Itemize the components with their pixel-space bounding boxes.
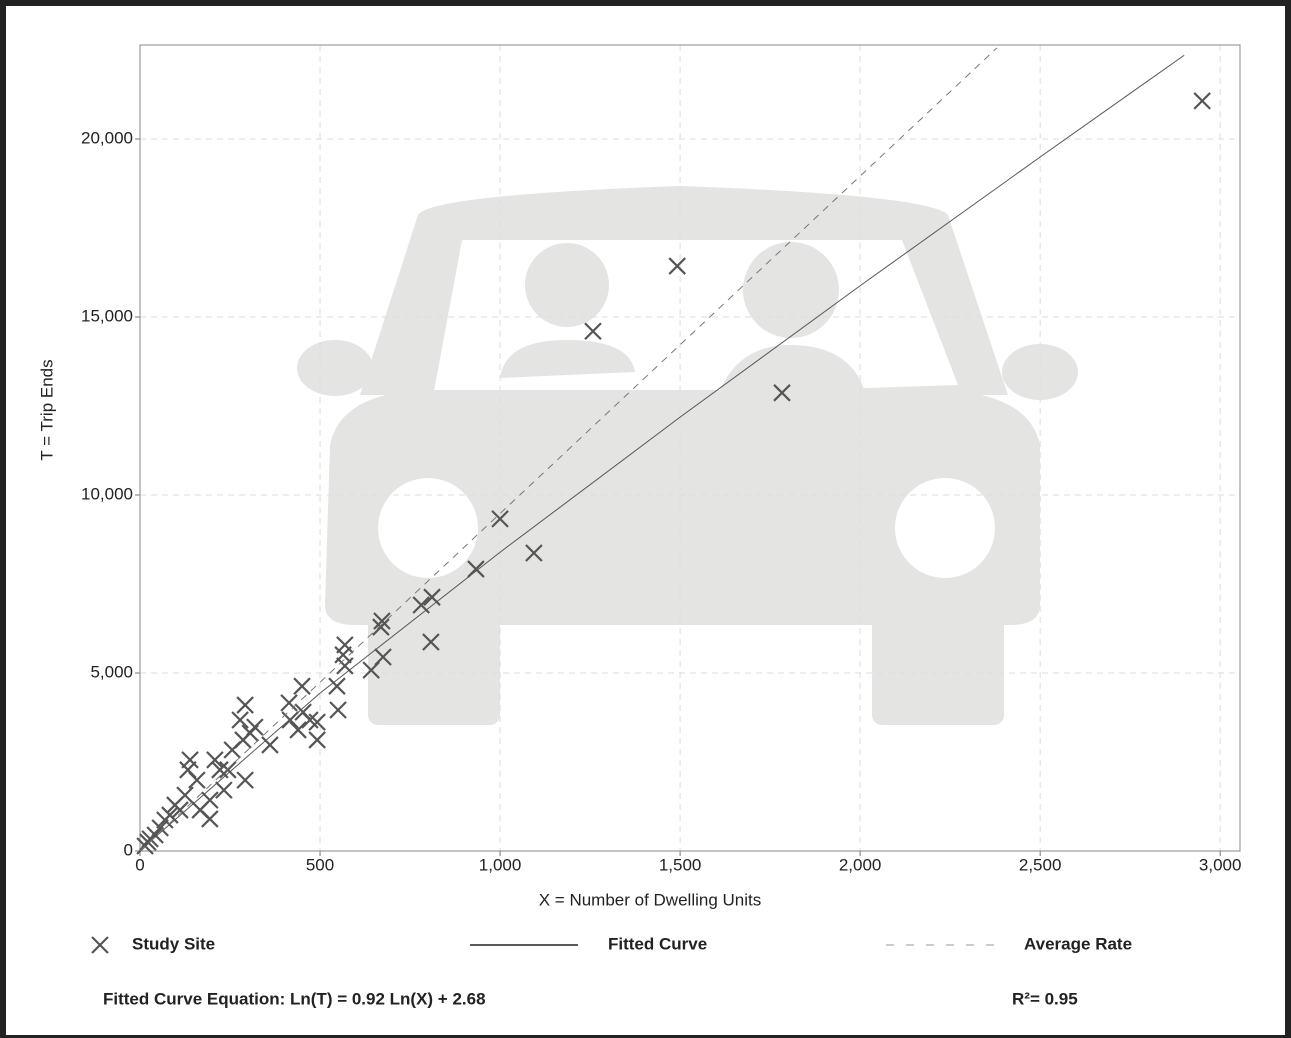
point bbox=[206, 751, 224, 769]
x-tick-label: 500 bbox=[306, 855, 334, 874]
point bbox=[236, 696, 254, 714]
point bbox=[773, 384, 791, 402]
point bbox=[141, 830, 159, 848]
point bbox=[223, 741, 241, 759]
point bbox=[236, 771, 254, 789]
point bbox=[308, 731, 326, 749]
point bbox=[211, 761, 229, 779]
x-tick-label: 1,000 bbox=[479, 855, 522, 874]
point bbox=[584, 322, 602, 341]
point bbox=[329, 701, 347, 719]
point bbox=[179, 761, 197, 779]
point bbox=[191, 801, 209, 819]
y-tick-label: 20,000 bbox=[81, 128, 133, 147]
point bbox=[372, 618, 390, 636]
line bbox=[140, 47, 998, 851]
y-tick-label: 10,000 bbox=[81, 484, 133, 503]
line bbox=[141, 54, 1185, 850]
point bbox=[328, 677, 346, 695]
y-tick-label: 0 bbox=[124, 840, 133, 859]
x-axis-title: X = Number of Dwelling Units bbox=[539, 890, 762, 909]
point bbox=[525, 544, 543, 562]
equation: Fitted Curve Equation: Ln(T) = 0.92 Ln(X… bbox=[103, 989, 486, 1008]
point bbox=[215, 781, 233, 799]
legend-marker bbox=[91, 936, 109, 954]
point bbox=[422, 633, 440, 651]
plot-frame bbox=[139, 44, 1241, 852]
point bbox=[289, 721, 307, 739]
point bbox=[336, 657, 354, 675]
y-axis-title: T = Trip Ends bbox=[37, 359, 56, 460]
point bbox=[423, 588, 441, 606]
point bbox=[1193, 92, 1211, 110]
x-tick-label: 0 bbox=[135, 855, 144, 874]
legend-label: Fitted Curve bbox=[608, 934, 707, 953]
point bbox=[373, 612, 391, 630]
point bbox=[171, 801, 189, 819]
x-tick-label: 2,000 bbox=[839, 855, 882, 874]
point bbox=[293, 677, 311, 695]
point bbox=[362, 661, 380, 679]
car-watermark bbox=[297, 186, 1078, 725]
point bbox=[467, 560, 485, 578]
point bbox=[161, 806, 179, 824]
y-tick-label: 5,000 bbox=[90, 662, 133, 681]
legend-label: Average Rate bbox=[1024, 934, 1132, 953]
point bbox=[261, 736, 279, 754]
point bbox=[246, 718, 264, 736]
point bbox=[280, 694, 298, 712]
legend-label: Study Site bbox=[132, 934, 215, 953]
y-tick-label: 15,000 bbox=[81, 306, 133, 325]
point bbox=[308, 713, 326, 731]
x-tick-label: 1,500 bbox=[659, 855, 702, 874]
point bbox=[668, 257, 686, 275]
point bbox=[231, 711, 249, 729]
r-squared: R²= 0.95 bbox=[1012, 989, 1078, 1008]
point bbox=[491, 510, 509, 528]
point bbox=[219, 761, 237, 779]
x-tick-label: 3,000 bbox=[1199, 855, 1242, 874]
x-tick-label: 2,500 bbox=[1019, 855, 1062, 874]
